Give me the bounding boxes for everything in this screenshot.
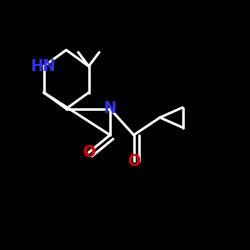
Text: O: O xyxy=(82,145,95,160)
Text: HN: HN xyxy=(31,59,56,74)
Text: O: O xyxy=(127,154,140,169)
Text: N: N xyxy=(104,101,117,116)
